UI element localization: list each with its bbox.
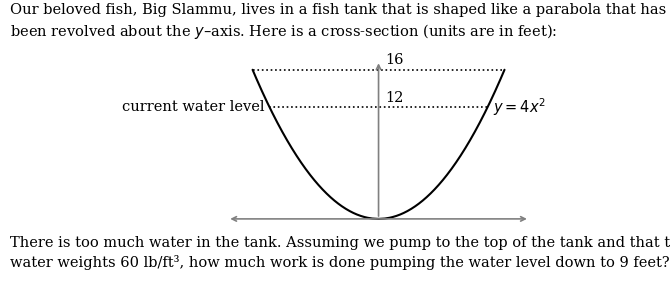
Text: 16: 16 bbox=[385, 53, 403, 67]
Text: There is too much water in the tank. Assuming we pump to the top of the tank and: There is too much water in the tank. Ass… bbox=[10, 236, 670, 270]
Text: Our beloved fish, Big Slammu, lives in a fish tank that is shaped like a parabol: Our beloved fish, Big Slammu, lives in a… bbox=[10, 3, 666, 41]
Text: 12: 12 bbox=[385, 91, 403, 105]
Text: $y = 4x^2$: $y = 4x^2$ bbox=[492, 96, 546, 118]
Text: current water level: current water level bbox=[122, 100, 265, 114]
